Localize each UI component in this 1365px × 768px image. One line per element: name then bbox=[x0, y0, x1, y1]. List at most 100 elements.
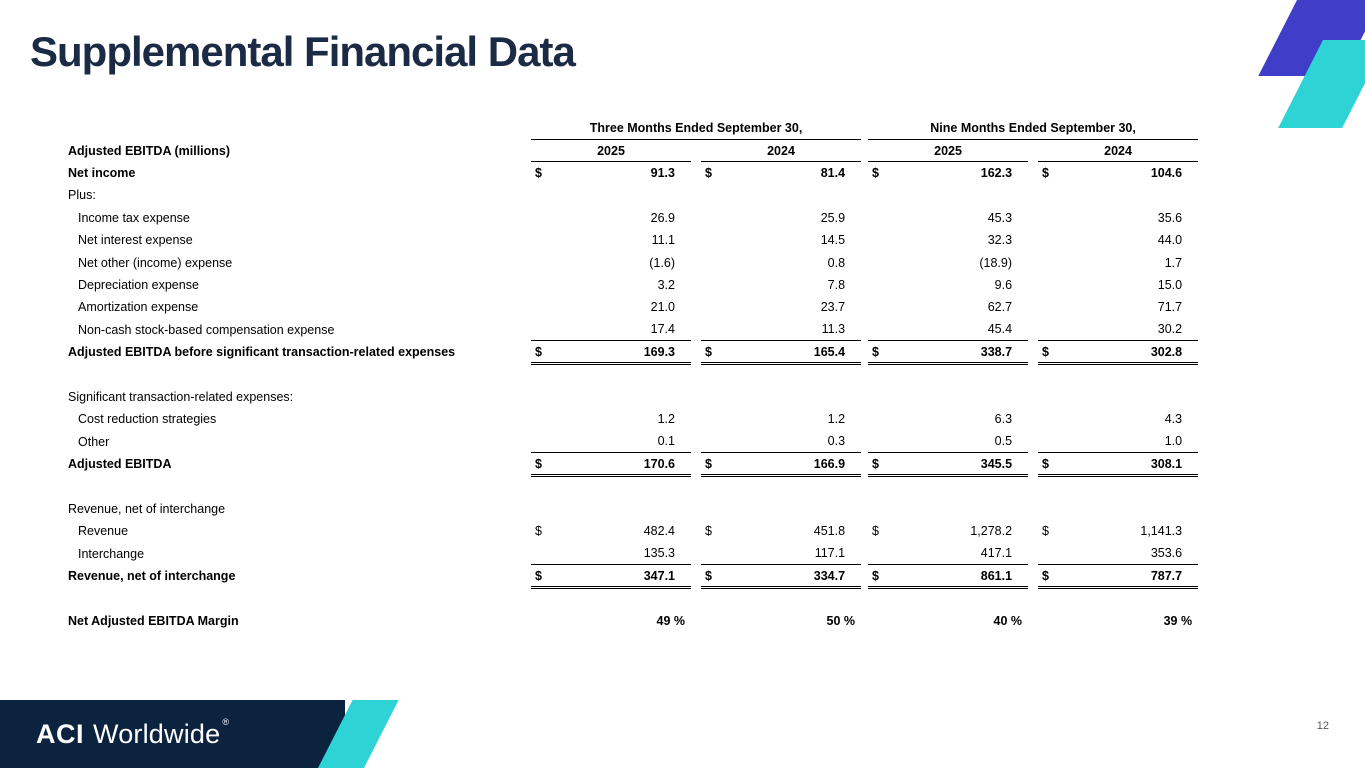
group-gap bbox=[861, 542, 868, 564]
value-cell: 11.3 bbox=[821, 322, 846, 337]
pair-gap bbox=[691, 430, 701, 452]
value-cell: 787.7 bbox=[1060, 564, 1199, 589]
group-gap bbox=[861, 408, 868, 430]
currency-symbol-cell bbox=[701, 319, 723, 341]
currency-symbol-cell bbox=[531, 207, 553, 229]
pair-gap bbox=[691, 565, 701, 587]
value-cell: 345.5 bbox=[890, 452, 1029, 477]
currency-symbol-cell: $ bbox=[705, 166, 712, 181]
currency-symbol-cell bbox=[868, 229, 890, 251]
table-row: Revenue $482.4 $451.8 $1,278.2 $1,141.3 bbox=[68, 520, 1198, 542]
value-cell: 302.8 bbox=[1060, 340, 1199, 365]
supplemental-financial-table: Three Months Ended September 30, Nine Mon… bbox=[68, 117, 1199, 632]
pair-gap bbox=[691, 207, 701, 229]
table-row: Significant transaction-related expenses… bbox=[68, 386, 1198, 408]
value-cell: 6.3 bbox=[994, 412, 1013, 427]
pair-gap bbox=[1028, 139, 1038, 161]
value-cell: 44.0 bbox=[1157, 233, 1183, 248]
pair-gap bbox=[691, 453, 701, 475]
currency-symbol-cell bbox=[1038, 610, 1060, 632]
group-header-spacer bbox=[68, 117, 531, 139]
currency-symbol-cell: $ bbox=[531, 452, 553, 477]
value-cell: 91.3 bbox=[650, 166, 675, 181]
pair-gap bbox=[1028, 319, 1038, 341]
table-row: Amortization expense 21.0 23.7 62.7 71.7 bbox=[68, 296, 1198, 318]
table-row: Revenue, net of interchange $347.1 $334.7 $… bbox=[68, 564, 1199, 589]
table-row: Depreciation expense 3.2 7.8 9.6 15.0 bbox=[68, 274, 1198, 296]
pair-gap bbox=[691, 296, 701, 318]
currency-symbol-cell bbox=[1038, 229, 1060, 251]
value-cell: 117.1 bbox=[814, 546, 846, 561]
currency-symbol-cell bbox=[1038, 296, 1060, 318]
value-cell: 14.5 bbox=[820, 233, 846, 248]
value-cell: 7.8 bbox=[827, 277, 846, 292]
group-gap bbox=[861, 117, 868, 139]
currency-symbol-cell bbox=[1038, 274, 1060, 296]
table-row: Cost reduction strategies 1.2 1.2 6.3 4.3 bbox=[68, 408, 1198, 430]
group-gap bbox=[861, 453, 868, 475]
spacer-cell bbox=[68, 475, 1198, 497]
currency-symbol-cell: $ bbox=[1038, 452, 1061, 477]
pair-gap bbox=[1028, 296, 1038, 318]
group-gap bbox=[861, 207, 868, 229]
currency-symbol-cell bbox=[1038, 542, 1060, 564]
pair-gap bbox=[691, 229, 701, 251]
table-row: Net interest expense 11.1 14.5 32.3 44.0 bbox=[68, 229, 1198, 251]
value-cell: 1,278.2 bbox=[970, 524, 1013, 539]
currency-symbol-cell: $ bbox=[868, 340, 891, 365]
value-cell: 1.2 bbox=[827, 412, 846, 427]
row-label: Net other (income) expense bbox=[78, 255, 233, 270]
currency-symbol-cell bbox=[868, 207, 890, 229]
table-row: Net income $91.3 $81.4 $162.3 $104.6 bbox=[68, 162, 1198, 184]
value-cell: 1.7 bbox=[1164, 255, 1183, 270]
value-cell: 25.9 bbox=[820, 210, 846, 225]
logo-worldwide-text: Worldwide bbox=[93, 718, 221, 749]
row-label: Plus: bbox=[68, 188, 96, 203]
currency-symbol-cell: $ bbox=[872, 524, 879, 539]
row-label: Revenue, net of interchange bbox=[68, 501, 226, 516]
currency-symbol-cell bbox=[701, 542, 723, 564]
value-cell: 23.7 bbox=[820, 300, 846, 315]
value-cell: 338.7 bbox=[890, 340, 1029, 365]
pair-gap bbox=[1028, 229, 1038, 251]
pair-gap bbox=[1028, 341, 1038, 363]
value-cell: 353.6 bbox=[1150, 546, 1183, 561]
currency-symbol-cell bbox=[868, 610, 890, 632]
value-cell: 308.1 bbox=[1060, 452, 1199, 477]
row-label: Amortization expense bbox=[78, 300, 199, 315]
currency-symbol-cell: $ bbox=[868, 452, 891, 477]
currency-symbol-cell: $ bbox=[872, 166, 879, 181]
value-cell: 26.9 bbox=[650, 210, 675, 225]
table-row: Interchange 135.3 117.1 417.1 353.6 bbox=[68, 542, 1198, 564]
table-row: Revenue, net of interchange bbox=[68, 498, 1198, 520]
value-cell: 30.2 bbox=[1157, 322, 1183, 337]
currency-symbol-cell bbox=[868, 408, 890, 430]
row-label: Interchange bbox=[78, 546, 145, 561]
pair-gap bbox=[691, 139, 701, 161]
currency-symbol-cell bbox=[701, 408, 723, 430]
currency-symbol-cell: $ bbox=[1042, 524, 1049, 539]
currency-symbol-cell bbox=[701, 229, 723, 251]
column-group-header: Nine Months Ended September 30, bbox=[868, 117, 1199, 140]
row-label: Non-cash stock-based compensation expens… bbox=[78, 322, 335, 337]
value-cell: 0.3 bbox=[827, 434, 846, 449]
pair-gap bbox=[691, 520, 701, 542]
currency-symbol-cell bbox=[531, 610, 553, 632]
value-cell: 81.4 bbox=[820, 166, 846, 181]
table-row: Adjusted EBITDA $170.6 $166.9 $345.5 $308.1 bbox=[68, 452, 1199, 477]
value-cell: 0.1 bbox=[657, 434, 675, 449]
group-gap bbox=[861, 341, 868, 363]
value-cell: 135.3 bbox=[643, 546, 675, 561]
currency-symbol-cell bbox=[531, 408, 553, 430]
group-gap bbox=[861, 139, 868, 161]
table-row: Net Adjusted EBITDA Margin 49 % 50 % 40 % 39… bbox=[68, 610, 1198, 632]
currency-symbol-cell: $ bbox=[1038, 564, 1061, 589]
table-row: Income tax expense 26.9 25.9 45.3 35.6 bbox=[68, 207, 1198, 229]
value-cell: 1.2 bbox=[657, 412, 675, 427]
value-cell: 32.3 bbox=[987, 233, 1013, 248]
currency-symbol-cell: $ bbox=[705, 524, 712, 539]
value-cell: 50 % bbox=[826, 613, 856, 628]
value-cell: 1.0 bbox=[1164, 434, 1183, 449]
row-label: Other bbox=[78, 434, 110, 449]
spacer-row bbox=[68, 587, 1198, 609]
